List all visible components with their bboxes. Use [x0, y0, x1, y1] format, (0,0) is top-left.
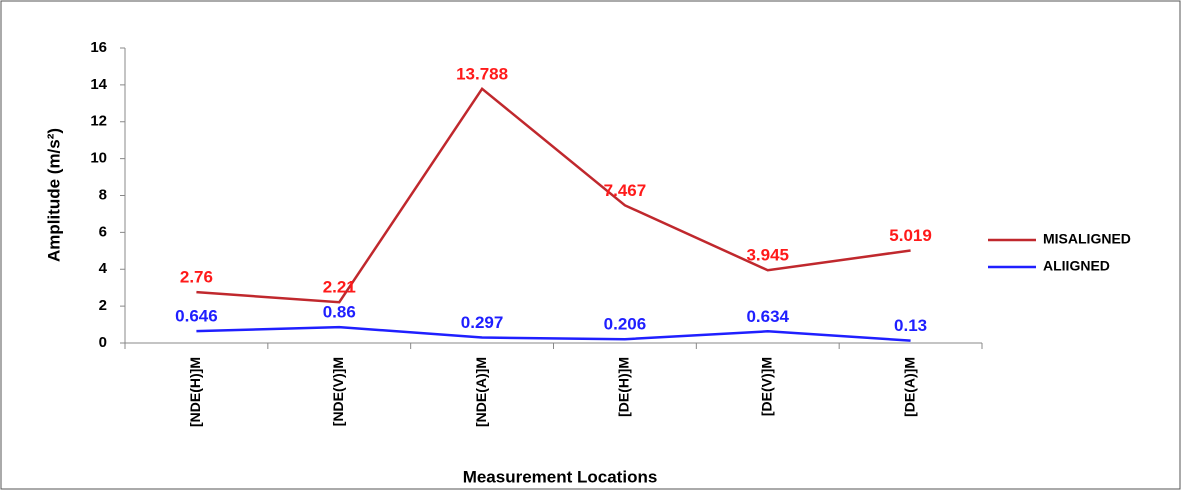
y-tick-label: 0 — [99, 334, 107, 351]
data-label: 0.86 — [323, 303, 356, 322]
x-tick-label: [DE(V)]M — [758, 357, 774, 416]
data-label: 0.646 — [175, 307, 218, 326]
data-label: 0.13 — [894, 316, 927, 335]
data-label: 7.467 — [604, 181, 647, 200]
data-label: 13.788 — [456, 64, 508, 83]
y-tick-label: 8 — [99, 186, 107, 203]
data-label: 2.21 — [323, 278, 356, 297]
data-label: 5.019 — [889, 226, 932, 245]
x-tick-label: [NDE(A)]M — [473, 357, 489, 427]
series-line — [196, 86, 911, 304]
data-label: 0.634 — [746, 307, 789, 326]
y-tick-label: 16 — [90, 39, 107, 56]
y-axis-label: Amplitude (m/s²) — [44, 128, 63, 262]
y-tick-label: 14 — [90, 76, 107, 93]
data-label: 0.206 — [604, 315, 647, 334]
x-tick-label: [NDE(H)]M — [187, 357, 203, 427]
y-tick-label: 4 — [99, 260, 108, 277]
legend-label: ALIIGNED — [1043, 258, 1110, 274]
y-tick-label: 10 — [90, 150, 107, 167]
data-label: 2.76 — [180, 268, 213, 287]
x-tick-label: [DE(A)]M — [901, 357, 917, 417]
x-tick-label: [DE(H)]M — [616, 357, 632, 417]
x-tick-label: [NDE(V)]M — [330, 357, 346, 426]
series-line — [196, 325, 911, 342]
y-tick-label: 2 — [99, 297, 107, 314]
x-axis-label: Measurement Locations — [463, 467, 658, 486]
data-label: 3.945 — [746, 246, 789, 265]
legend-label: MISALIGNED — [1043, 231, 1131, 247]
data-label: 0.297 — [461, 313, 504, 332]
y-tick-label: 6 — [99, 223, 107, 240]
y-tick-label: 12 — [90, 113, 107, 130]
